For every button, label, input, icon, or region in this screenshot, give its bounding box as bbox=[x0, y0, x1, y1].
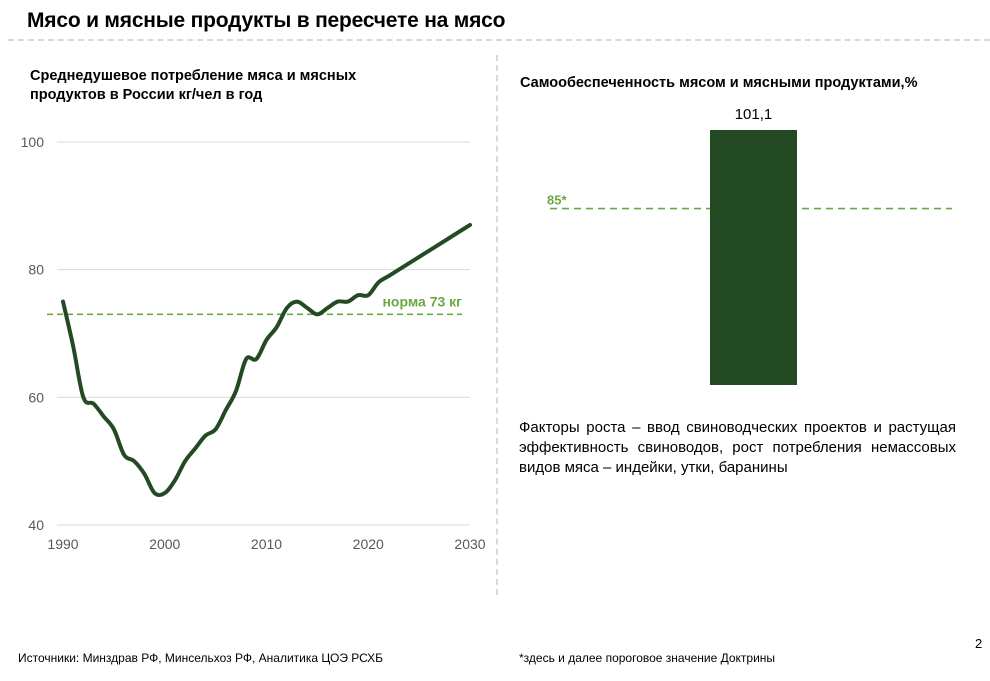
title-divider bbox=[8, 39, 990, 41]
x-tick-label: 2020 bbox=[353, 536, 384, 552]
y-tick-label: 80 bbox=[28, 262, 44, 278]
norm-label: норма 73 кг bbox=[382, 293, 462, 309]
bar-value-label: 101,1 bbox=[734, 106, 773, 123]
page-number: 2 bbox=[975, 636, 983, 651]
x-tick-label: 2000 bbox=[149, 536, 180, 552]
consumption-line-chart: 40 60 80 100 1990 2000 2010 2020 2030 норма 73 кг bbox=[21, 134, 486, 552]
y-tick-label: 40 bbox=[28, 517, 44, 533]
growth-factors-text: Факторы роста – ввод свиноводческих прое… bbox=[519, 419, 956, 476]
x-tick-label: 2010 bbox=[251, 536, 282, 552]
x-tick-label: 1990 bbox=[47, 536, 78, 552]
y-tick-label: 60 bbox=[28, 389, 44, 405]
consumption-series-line bbox=[61, 222, 472, 498]
self-sufficiency-bar-chart: 85* bbox=[547, 130, 952, 385]
consumption-chart-title: Среднедушевое потребление мяса и мясных … bbox=[30, 68, 357, 103]
panel-divider bbox=[496, 55, 498, 595]
sources-note: Источники: Минздрав РФ, Минсельхоз РФ, А… bbox=[18, 651, 384, 665]
slide-title: Мясо и мясные продукты в пересчете на мя… bbox=[27, 9, 506, 32]
self-sufficiency-bar bbox=[710, 130, 797, 385]
x-tick-label: 2030 bbox=[454, 536, 485, 552]
y-tick-label: 100 bbox=[21, 134, 45, 150]
threshold-label: 85* bbox=[547, 193, 567, 208]
footnote: *здесь и далее пороговое значение Доктри… bbox=[519, 651, 776, 665]
self-sufficiency-chart-title: Самообеспеченность мясом и мясными проду… bbox=[520, 75, 918, 91]
